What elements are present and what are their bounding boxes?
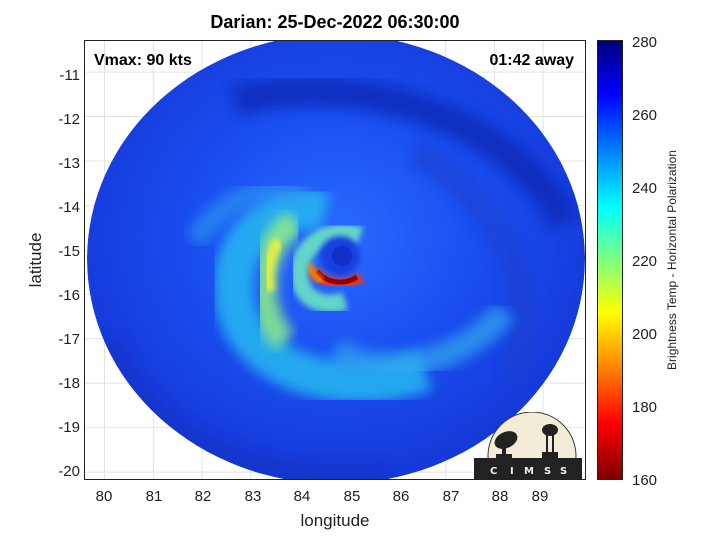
colorbar-label: Brightness Temp - Horizontal Polarizatio… [665, 150, 679, 370]
colorbar [597, 40, 623, 480]
y-tick-label: -15 [58, 243, 80, 260]
y-tick-label: -12 [58, 111, 80, 128]
y-tick-label: -17 [58, 331, 80, 348]
x-tick-label: 88 [491, 488, 509, 505]
x-tick-label: 81 [145, 488, 163, 505]
cimss-logo: C I M S S [474, 412, 582, 480]
y-axis-label: latitude [26, 232, 45, 288]
x-tick-label: 87 [442, 488, 460, 505]
y-tick-label: -13 [58, 155, 80, 172]
x-tick-label: 83 [244, 488, 262, 505]
logo-letter: M [524, 466, 534, 477]
map-plot-area [84, 40, 586, 480]
colorbar-tick-label: 240 [632, 180, 658, 197]
logo-letter: S [544, 466, 551, 477]
colorbar-tick-label: 220 [632, 253, 658, 270]
microwave-imagery [85, 41, 585, 479]
y-tick-label: -20 [58, 463, 80, 480]
colorbar-tick-label: 260 [632, 107, 658, 124]
y-tick-label: -11 [59, 67, 80, 84]
colorbar-tick-label: 160 [632, 472, 658, 489]
x-axis-label: longitude [300, 511, 370, 530]
time-away-label: 01:42 away [489, 52, 574, 69]
chart-title: Darian: 25-Dec-2022 06:30:00 [210, 12, 460, 32]
y-tick-label: -14 [58, 199, 80, 216]
colorbar-tick-label: 200 [632, 326, 658, 343]
y-tick-label: -19 [58, 419, 80, 436]
logo-letter: C [490, 466, 497, 477]
y-tick-label: -16 [58, 287, 80, 304]
x-tick-label: 89 [531, 488, 549, 505]
logo-letter: S [560, 466, 567, 477]
colorbar-tick-label: 180 [632, 399, 658, 416]
swath [87, 41, 585, 479]
x-tick-label: 85 [343, 488, 361, 505]
vmax-label: Vmax: 90 kts [94, 52, 192, 69]
x-tick-label: 82 [194, 488, 212, 505]
y-tick-label: -18 [58, 375, 80, 392]
colorbar-tick-label: 280 [632, 34, 658, 51]
x-tick-label: 80 [95, 488, 113, 505]
x-tick-label: 84 [293, 488, 311, 505]
x-tick-label: 86 [392, 488, 410, 505]
logo-letter: I [510, 466, 514, 477]
